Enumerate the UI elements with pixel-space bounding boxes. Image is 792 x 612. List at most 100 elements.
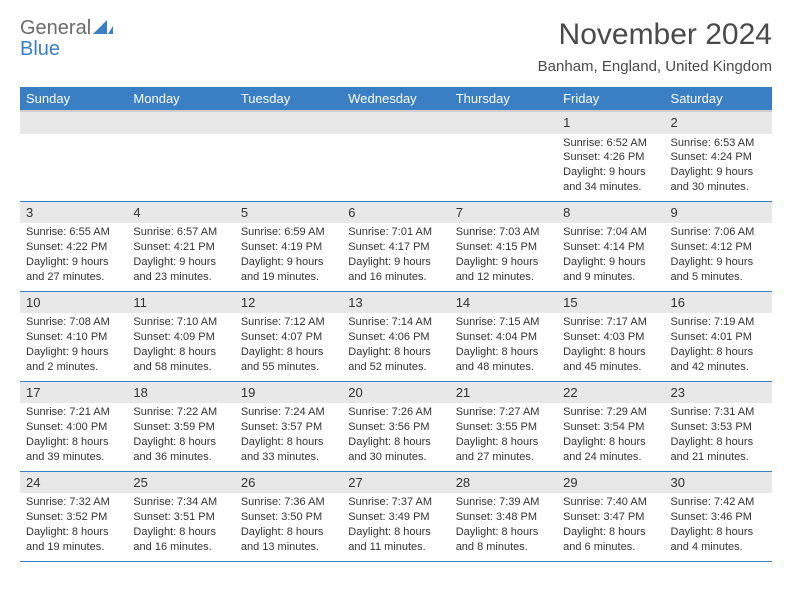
- day-number: 22: [557, 382, 664, 404]
- calendar-body: 1Sunrise: 6:52 AMSunset: 4:26 PMDaylight…: [20, 111, 772, 561]
- calendar-day-cell: 26Sunrise: 7:36 AMSunset: 3:50 PMDayligh…: [235, 471, 342, 561]
- day-number: 11: [127, 292, 234, 314]
- calendar-day-cell: 16Sunrise: 7:19 AMSunset: 4:01 PMDayligh…: [665, 291, 772, 381]
- sunset-text: Sunset: 3:49 PM: [348, 510, 443, 525]
- day-number: 12: [235, 292, 342, 314]
- sunrise-text: Sunrise: 7:04 AM: [563, 225, 658, 240]
- weekday-row: SundayMondayTuesdayWednesdayThursdayFrid…: [20, 87, 772, 111]
- sunset-text: Sunset: 4:12 PM: [671, 240, 766, 255]
- calendar-day-cell: 8Sunrise: 7:04 AMSunset: 4:14 PMDaylight…: [557, 201, 664, 291]
- day-number: 29: [557, 472, 664, 494]
- sunrise-text: Sunrise: 7:42 AM: [671, 495, 766, 510]
- calendar-day-cell: 27Sunrise: 7:37 AMSunset: 3:49 PMDayligh…: [342, 471, 449, 561]
- calendar-day-cell: 25Sunrise: 7:34 AMSunset: 3:51 PMDayligh…: [127, 471, 234, 561]
- sunrise-text: Sunrise: 7:10 AM: [133, 315, 228, 330]
- location-text: Banham, England, United Kingdom: [538, 58, 772, 75]
- day-number: 1: [557, 112, 664, 134]
- weekday-header: Monday: [127, 87, 234, 111]
- calendar-day-cell: [342, 111, 449, 201]
- day-number: 28: [450, 472, 557, 494]
- daylight-text: Daylight: 9 hours and 27 minutes.: [26, 255, 121, 285]
- sunrise-text: Sunrise: 7:36 AM: [241, 495, 336, 510]
- daylight-text: Daylight: 8 hours and 30 minutes.: [348, 435, 443, 465]
- sunrise-text: Sunrise: 7:29 AM: [563, 405, 658, 420]
- weekday-header: Sunday: [20, 87, 127, 111]
- daylight-text: Daylight: 8 hours and 45 minutes.: [563, 345, 658, 375]
- sunset-text: Sunset: 4:26 PM: [563, 150, 658, 165]
- sunset-text: Sunset: 3:51 PM: [133, 510, 228, 525]
- sunrise-text: Sunrise: 6:57 AM: [133, 225, 228, 240]
- logo-text-general: General: [20, 17, 91, 39]
- sunset-text: Sunset: 4:14 PM: [563, 240, 658, 255]
- calendar-table: SundayMondayTuesdayWednesdayThursdayFrid…: [20, 87, 772, 562]
- sunrise-text: Sunrise: 7:24 AM: [241, 405, 336, 420]
- weekday-header: Thursday: [450, 87, 557, 111]
- sunset-text: Sunset: 4:19 PM: [241, 240, 336, 255]
- calendar-week-row: 24Sunrise: 7:32 AMSunset: 3:52 PMDayligh…: [20, 471, 772, 561]
- sunset-text: Sunset: 4:00 PM: [26, 420, 121, 435]
- sunset-text: Sunset: 3:54 PM: [563, 420, 658, 435]
- sunset-text: Sunset: 4:04 PM: [456, 330, 551, 345]
- weekday-header: Tuesday: [235, 87, 342, 111]
- calendar-day-cell: 2Sunrise: 6:53 AMSunset: 4:24 PMDaylight…: [665, 111, 772, 201]
- weekday-header: Friday: [557, 87, 664, 111]
- sunset-text: Sunset: 4:22 PM: [26, 240, 121, 255]
- sunset-text: Sunset: 4:06 PM: [348, 330, 443, 345]
- calendar-day-cell: 30Sunrise: 7:42 AMSunset: 3:46 PMDayligh…: [665, 471, 772, 561]
- day-number: [450, 112, 557, 134]
- daylight-text: Daylight: 8 hours and 6 minutes.: [563, 525, 658, 555]
- day-number: 30: [665, 472, 772, 494]
- sunrise-text: Sunrise: 7:01 AM: [348, 225, 443, 240]
- daylight-text: Daylight: 8 hours and 42 minutes.: [671, 345, 766, 375]
- daylight-text: Daylight: 8 hours and 27 minutes.: [456, 435, 551, 465]
- sunrise-text: Sunrise: 7:08 AM: [26, 315, 121, 330]
- sunrise-text: Sunrise: 7:27 AM: [456, 405, 551, 420]
- calendar-day-cell: 17Sunrise: 7:21 AMSunset: 4:00 PMDayligh…: [20, 381, 127, 471]
- calendar-day-cell: 11Sunrise: 7:10 AMSunset: 4:09 PMDayligh…: [127, 291, 234, 381]
- day-number: 15: [557, 292, 664, 314]
- daylight-text: Daylight: 8 hours and 39 minutes.: [26, 435, 121, 465]
- sunset-text: Sunset: 3:59 PM: [133, 420, 228, 435]
- sunrise-text: Sunrise: 7:15 AM: [456, 315, 551, 330]
- day-number: 4: [127, 202, 234, 224]
- day-number: 14: [450, 292, 557, 314]
- sunset-text: Sunset: 4:03 PM: [563, 330, 658, 345]
- sunrise-text: Sunrise: 6:52 AM: [563, 136, 658, 151]
- daylight-text: Daylight: 9 hours and 19 minutes.: [241, 255, 336, 285]
- sunset-text: Sunset: 3:46 PM: [671, 510, 766, 525]
- sunrise-text: Sunrise: 7:21 AM: [26, 405, 121, 420]
- sunset-text: Sunset: 4:24 PM: [671, 150, 766, 165]
- calendar-day-cell: 7Sunrise: 7:03 AMSunset: 4:15 PMDaylight…: [450, 201, 557, 291]
- daylight-text: Daylight: 9 hours and 23 minutes.: [133, 255, 228, 285]
- sunrise-text: Sunrise: 7:22 AM: [133, 405, 228, 420]
- calendar-day-cell: 21Sunrise: 7:27 AMSunset: 3:55 PMDayligh…: [450, 381, 557, 471]
- sunrise-text: Sunrise: 7:34 AM: [133, 495, 228, 510]
- logo-text-blue: Blue: [20, 38, 60, 60]
- calendar-day-cell: [127, 111, 234, 201]
- day-number: 10: [20, 292, 127, 314]
- calendar-day-cell: 23Sunrise: 7:31 AMSunset: 3:53 PMDayligh…: [665, 381, 772, 471]
- daylight-text: Daylight: 9 hours and 12 minutes.: [456, 255, 551, 285]
- day-number: [20, 112, 127, 134]
- day-number: 19: [235, 382, 342, 404]
- calendar-day-cell: 10Sunrise: 7:08 AMSunset: 4:10 PMDayligh…: [20, 291, 127, 381]
- sunrise-text: Sunrise: 7:26 AM: [348, 405, 443, 420]
- sunset-text: Sunset: 3:53 PM: [671, 420, 766, 435]
- day-number: [127, 112, 234, 134]
- month-title: November 2024: [538, 18, 772, 52]
- day-number: 5: [235, 202, 342, 224]
- daylight-text: Daylight: 8 hours and 33 minutes.: [241, 435, 336, 465]
- calendar-week-row: 17Sunrise: 7:21 AMSunset: 4:00 PMDayligh…: [20, 381, 772, 471]
- calendar-day-cell: 28Sunrise: 7:39 AMSunset: 3:48 PMDayligh…: [450, 471, 557, 561]
- sunrise-text: Sunrise: 7:14 AM: [348, 315, 443, 330]
- calendar-day-cell: 12Sunrise: 7:12 AMSunset: 4:07 PMDayligh…: [235, 291, 342, 381]
- day-number: 6: [342, 202, 449, 224]
- sunset-text: Sunset: 3:50 PM: [241, 510, 336, 525]
- daylight-text: Daylight: 9 hours and 34 minutes.: [563, 165, 658, 195]
- sunrise-text: Sunrise: 7:37 AM: [348, 495, 443, 510]
- day-number: 17: [20, 382, 127, 404]
- calendar-day-cell: 22Sunrise: 7:29 AMSunset: 3:54 PMDayligh…: [557, 381, 664, 471]
- calendar-day-cell: 1 Sunrise: 6:52 AMSunset: 4:26 PMDaylight…: [557, 111, 664, 201]
- daylight-text: Daylight: 8 hours and 58 minutes.: [133, 345, 228, 375]
- logo: General Blue: [20, 18, 113, 60]
